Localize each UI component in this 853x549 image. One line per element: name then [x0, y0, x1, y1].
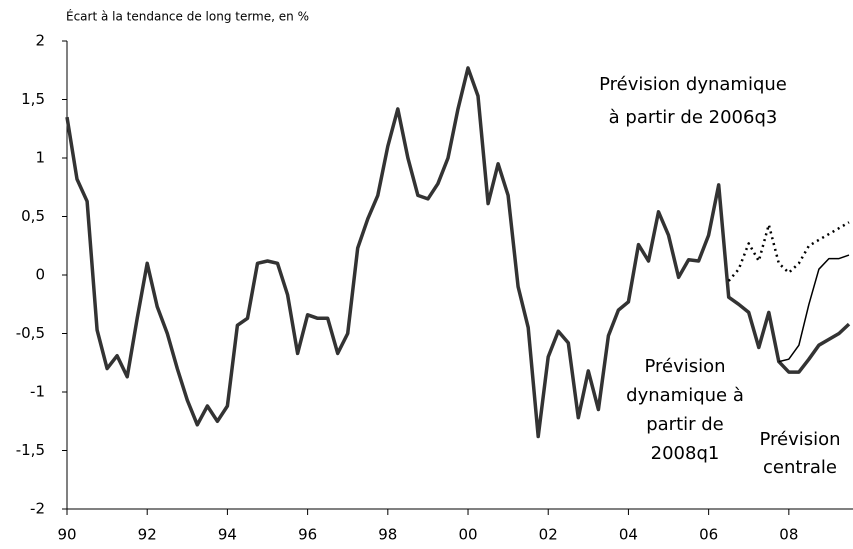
y-tick-label: 2: [35, 32, 45, 50]
y-tick-label: -2: [30, 500, 45, 518]
x-tick-label: 04: [619, 526, 638, 544]
y-tick-label: -1: [30, 383, 45, 401]
x-tick-label: 92: [138, 526, 157, 544]
annotation: Prévision: [644, 356, 725, 377]
y-tick-label: -1,5: [16, 441, 45, 459]
y-tick-label: 0: [35, 266, 45, 284]
x-tick-label: 96: [298, 526, 317, 544]
series-line: [727, 221, 850, 282]
y-axis-label: Écart à la tendance de long terme, en %: [66, 9, 309, 24]
annotation: à partir de 2006q3: [609, 107, 778, 128]
y-tick-label: 1: [35, 149, 45, 167]
y-tick-label: 0,5: [21, 207, 45, 225]
annotation: Prévision dynamique: [599, 74, 787, 95]
annotation: 2008q1: [651, 443, 720, 464]
series-line: [65, 66, 851, 439]
x-tick-label: 94: [218, 526, 237, 544]
x-tick-label: 08: [779, 526, 798, 544]
x-tick-label: 98: [378, 526, 397, 544]
y-tick-label: 1,5: [21, 90, 45, 108]
x-tick-label: 00: [458, 526, 477, 544]
y-tick-label: -0,5: [16, 324, 45, 342]
annotation: Prévision: [759, 429, 840, 450]
x-tick-label: 06: [699, 526, 718, 544]
series-line: [778, 254, 850, 363]
x-tick-label: 90: [57, 526, 76, 544]
annotation: dynamique à: [626, 385, 744, 406]
annotation: centrale: [763, 457, 837, 478]
x-tick-label: 02: [539, 526, 558, 544]
annotation: partir de: [646, 414, 724, 435]
